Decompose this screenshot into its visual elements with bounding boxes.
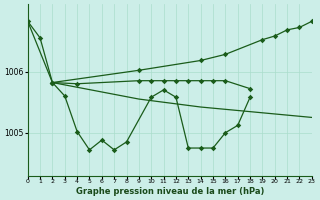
X-axis label: Graphe pression niveau de la mer (hPa): Graphe pression niveau de la mer (hPa): [76, 187, 264, 196]
